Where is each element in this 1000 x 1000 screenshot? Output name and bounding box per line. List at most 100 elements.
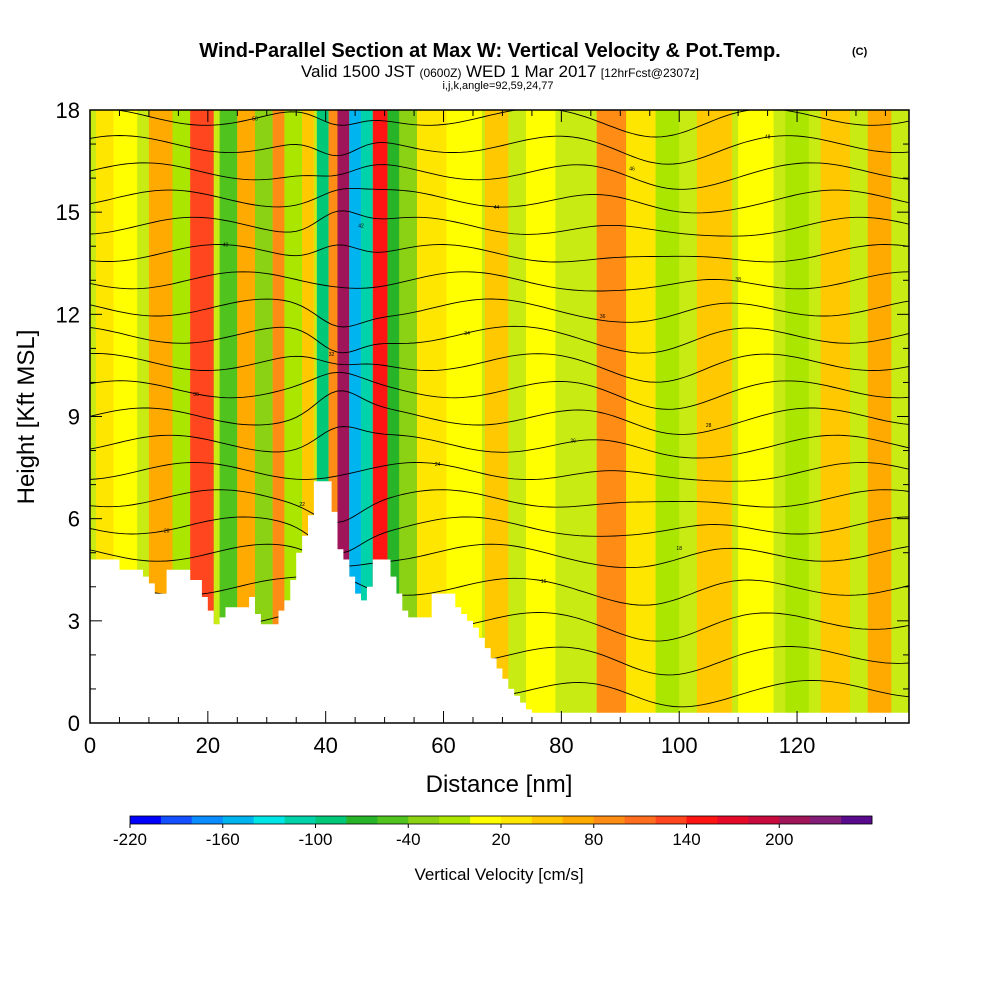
theta-contour-line <box>90 516 909 554</box>
colorbar-tick-label: 140 <box>672 830 700 849</box>
velocity-band <box>655 110 680 723</box>
theta-contour-label: 48 <box>765 135 771 141</box>
colorbar-swatch <box>439 816 471 824</box>
colorbar-swatch <box>284 816 316 824</box>
theta-contour-line <box>90 244 909 263</box>
velocity-band <box>867 110 892 723</box>
colorbar-swatch <box>130 816 162 824</box>
subtitle-forecast: [12hrFcst@2307z] <box>601 66 699 80</box>
x-tick-label: 100 <box>661 733 698 758</box>
colorbar-swatch <box>531 816 564 824</box>
colorbar-swatch <box>841 816 873 824</box>
velocity-band <box>337 110 350 723</box>
x-axis-label: Distance [nm] <box>426 771 573 798</box>
colorbar-swatch <box>562 816 594 824</box>
velocity-band <box>484 110 509 723</box>
velocity-band <box>172 110 191 723</box>
theta-contour-line <box>90 271 909 292</box>
y-tick-label: 9 <box>68 405 80 430</box>
x-tick-label: 60 <box>431 733 455 758</box>
velocity-band <box>219 110 238 723</box>
theta-contour-line <box>90 187 909 214</box>
colorbar-swatch <box>686 816 718 824</box>
theta-contour-label: 44 <box>494 205 500 211</box>
colorbar-swatch <box>253 816 285 824</box>
theta-contour-label: 50 <box>252 116 258 122</box>
colorbar-swatch <box>470 816 502 824</box>
theta-contour-line <box>90 210 909 237</box>
theta-contour-label: 16 <box>541 579 547 585</box>
colorbar-swatch <box>160 816 193 824</box>
colorbar-swatch <box>593 816 625 824</box>
subtitle-date: WED 1 Mar 2017 <box>466 62 596 81</box>
colorbar-swatch <box>222 816 254 824</box>
velocity-band <box>387 110 400 723</box>
y-tick-label: 12 <box>56 302 80 327</box>
theta-contour-line <box>90 390 909 435</box>
colorbar-swatch <box>717 816 749 824</box>
velocity-band <box>237 110 255 723</box>
theta-contour-label: 24 <box>435 462 441 468</box>
theta-contour-line <box>90 353 909 383</box>
chart-subtitle: Valid 1500 JST (0600Z) WED 1 Mar 2017 [1… <box>301 62 699 81</box>
theta-contour-label: 46 <box>629 166 635 172</box>
y-tick-label: 15 <box>56 200 80 225</box>
colorbar-swatch <box>501 816 533 824</box>
theta-contour-line <box>90 426 909 459</box>
theta-contour-label: 36 <box>600 314 606 320</box>
colorbar-tick-label: -100 <box>298 830 332 849</box>
velocity-band <box>596 110 627 723</box>
colorbar: -220 -160 -100 -40 20 80 140 200 <box>113 815 873 849</box>
x-tick-label: 20 <box>196 733 220 758</box>
theta-contour-label: 30 <box>193 392 199 398</box>
colorbar-label: Vertical Velocity [cm/s] <box>414 865 583 884</box>
colorbar-swatch <box>748 816 780 824</box>
velocity-band <box>328 110 338 723</box>
theta-contour-label: 42 <box>358 224 364 230</box>
theta-contour-line <box>90 325 909 354</box>
theta-contour-line <box>90 573 909 606</box>
colorbar-swatch <box>779 816 811 824</box>
colorbar-tick-label: -220 <box>113 830 147 849</box>
velocity-band <box>399 110 418 723</box>
velocity-band <box>349 110 362 723</box>
velocity-band <box>738 110 774 723</box>
velocity-band <box>696 110 733 723</box>
theta-contour-label: 32 <box>329 352 335 358</box>
theta-contour-line <box>90 371 909 410</box>
velocity-band <box>254 110 273 723</box>
theta-contour-label: 34 <box>464 331 470 337</box>
theta-contour-label: 26 <box>570 438 576 444</box>
theta-contour-line <box>113 110 909 138</box>
velocity-band <box>272 110 285 723</box>
velocity-band <box>316 110 329 723</box>
y-tick-label: 6 <box>68 507 80 532</box>
theta-contour-line <box>90 462 909 482</box>
x-tick-label: 80 <box>549 733 573 758</box>
theta-contour-label: 38 <box>735 277 741 283</box>
y-tick-label: 18 <box>56 98 80 123</box>
colorbar-swatch <box>377 816 409 824</box>
subtitle-indices: i,j,k,angle=92,59,24,77 <box>442 80 553 92</box>
y-tick-label: 0 <box>68 711 80 736</box>
velocity-band <box>302 110 314 723</box>
colorbar-swatch <box>810 816 842 824</box>
velocity-band <box>626 110 656 723</box>
chart-title: Wind-Parallel Section at Max W: Vertical… <box>199 40 780 62</box>
colorbar-swatch <box>408 816 440 824</box>
velocity-band <box>785 110 809 723</box>
colorbar-swatch <box>346 816 378 824</box>
x-tick-label: 40 <box>313 733 337 758</box>
subtitle-valid: Valid 1500 JST <box>301 62 415 81</box>
y-axis-label: Height [Kft MSL] <box>13 330 40 505</box>
terrain <box>90 481 909 723</box>
colorbar-swatch <box>191 816 223 824</box>
y-tick-label: 3 <box>68 609 80 634</box>
theta-contour-label: 20 <box>164 528 170 534</box>
velocity-band <box>526 110 556 723</box>
theta-contour-line <box>90 489 909 523</box>
colorbar-swatch <box>315 816 347 824</box>
colorbar-tick-label: 200 <box>765 830 793 849</box>
velocity-band <box>361 110 373 723</box>
